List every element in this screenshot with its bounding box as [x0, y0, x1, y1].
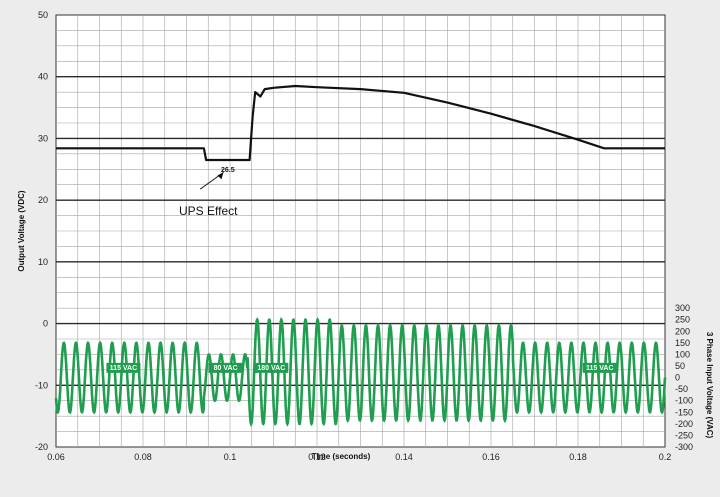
series-group [54, 84, 667, 427]
right-tick-label: 300 [675, 303, 690, 313]
left-tick-label: 0 [43, 319, 48, 329]
x-tick-label: 0.2 [659, 452, 672, 462]
right-tick-label: 150 [675, 338, 690, 348]
left-tick-label: 20 [38, 195, 48, 205]
right-tick-label: -150 [675, 407, 693, 417]
x-axis-title: Time (seconds) [312, 452, 371, 461]
right-tick-label: -100 [675, 396, 693, 406]
x-tick-label: 0.14 [395, 452, 413, 462]
voltage-label-bg [106, 362, 141, 373]
right-tick-label: -50 [675, 384, 688, 394]
x-tick-labels: 0.06 0.08 0.1 0.12 0.14 0.16 0.18 0.2 [47, 452, 671, 462]
voltage-label: 115 VAC [586, 365, 614, 372]
voltage-label: 115 VAC [110, 365, 138, 372]
left-tick-labels: -20 -10 0 10 20 30 40 50 [35, 10, 48, 452]
left-tick-label: -10 [35, 380, 48, 390]
annotations-group: 26.5 UPS Effect 115 VAC 80 VAC 180 VAC 115 VA… [106, 167, 617, 373]
left-tick-label: 40 [38, 72, 48, 82]
voltage-label: 180 VAC [257, 365, 285, 372]
right-tick-label: 50 [675, 361, 685, 371]
left-tick-label: 30 [38, 133, 48, 143]
right-tick-label: 100 [675, 349, 690, 359]
right-tick-label: 0 [675, 373, 680, 383]
right-tick-label: -200 [675, 419, 693, 429]
ups-arrowhead [217, 172, 224, 180]
voltage-label: 80 VAC [214, 365, 238, 372]
right-tick-label: 250 [675, 315, 690, 325]
voltage-label-bg [254, 362, 289, 373]
x-tick-label: 0.06 [47, 452, 65, 462]
x-tick-label: 0.08 [134, 452, 152, 462]
right-tick-label: -250 [675, 430, 693, 440]
output-voltage-line [56, 84, 665, 162]
x-tick-label: 0.16 [482, 452, 500, 462]
x-tick-label: 0.1 [224, 452, 237, 462]
left-tick-label: -20 [35, 442, 48, 452]
ups-effect-label: UPS Effect [179, 204, 238, 218]
x-tick-label: 0.12 [308, 452, 326, 462]
major-grid [56, 76, 665, 386]
dip-value-label: 26.5 [221, 167, 235, 174]
voltage-label-bg [208, 362, 243, 373]
right-axis-title: 3 Phase Input Voltage (VAC) [705, 332, 714, 439]
right-tick-label: 200 [675, 326, 690, 336]
voltage-label-bg [582, 362, 617, 373]
right-tick-label: -300 [675, 442, 693, 452]
input-voltage-waveform [54, 316, 667, 427]
left-tick-label: 50 [38, 10, 48, 20]
x-tick-label: 0.18 [569, 452, 587, 462]
left-axis-title: Output Voltage (VDC) [17, 190, 26, 272]
left-tick-label: 10 [38, 257, 48, 267]
